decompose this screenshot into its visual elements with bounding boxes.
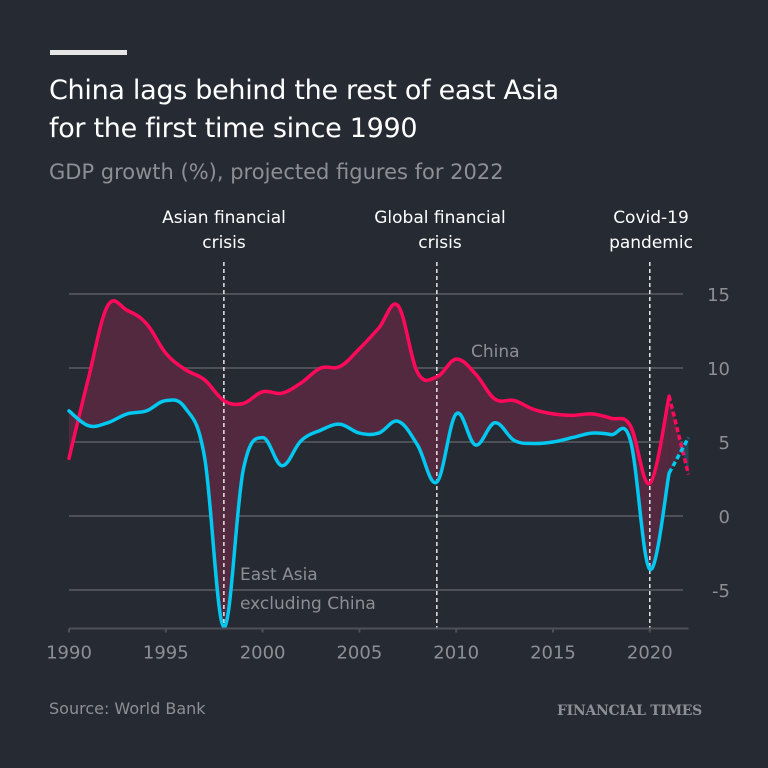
y-tick-label: -5 <box>712 581 730 602</box>
ft-logo: FINANCIAL TIMES <box>557 703 702 719</box>
series-label-east-asia-line1: East Asia <box>240 565 318 585</box>
annotation-line-1: Global financial <box>374 208 506 228</box>
series-line-china <box>67 299 671 486</box>
x-tick-label: 2015 <box>530 642 576 663</box>
x-axis-labels: 1990 1995 2000 2005 2010 2015 2020 <box>46 642 673 663</box>
series-label-east-asia-line2: excluding China <box>240 594 376 614</box>
y-tick-label: 0 <box>719 507 730 528</box>
x-tick-label: 1995 <box>143 642 189 663</box>
series-line-projected-china <box>667 395 691 475</box>
y-tick-label: 15 <box>707 285 730 306</box>
y-tick-label: 10 <box>707 359 730 380</box>
annotation-line-1: Covid-19 <box>613 208 689 228</box>
series-lines <box>67 299 691 629</box>
annotation-line-2: crisis <box>418 233 462 253</box>
chart-subtitle: GDP growth (%), projected figures for 20… <box>49 160 504 184</box>
series-line-east-asia <box>67 398 671 629</box>
title-line-2: for the first time since 1990 <box>49 113 418 144</box>
x-tick-label: 2020 <box>627 642 673 663</box>
title-accent-bar <box>50 50 127 55</box>
y-axis-labels: 15 10 5 0 -5 <box>707 285 730 602</box>
x-tick-label: 1990 <box>46 642 92 663</box>
fill-area-projected-east-asia <box>682 437 689 475</box>
annotation-global-financial-crisis: Global financial crisis <box>340 206 540 256</box>
series-label-china: China <box>471 342 520 362</box>
series-line-projected-east-asia <box>667 436 691 474</box>
annotation-line-2: crisis <box>202 233 246 253</box>
annotation-line-1: Asian financial <box>162 208 286 228</box>
annotation-line-2: pandemic <box>609 233 693 253</box>
annotation-lines <box>223 262 651 629</box>
title-line-1: China lags behind the rest of east Asia <box>49 75 559 106</box>
x-tick-label: 2005 <box>336 642 382 663</box>
annotation-asian-financial-crisis: Asian financial crisis <box>124 206 324 256</box>
annotation-covid-pandemic: Covid-19 pandemic <box>551 206 751 256</box>
chart-title: China lags behind the rest of east Asia … <box>49 72 749 148</box>
source-note: Source: World Bank <box>49 699 206 718</box>
fill-area <box>69 300 670 628</box>
y-tick-label: 5 <box>719 433 730 454</box>
x-axis <box>68 627 689 633</box>
x-tick-label: 2000 <box>240 642 286 663</box>
x-tick-label: 2010 <box>433 642 479 663</box>
